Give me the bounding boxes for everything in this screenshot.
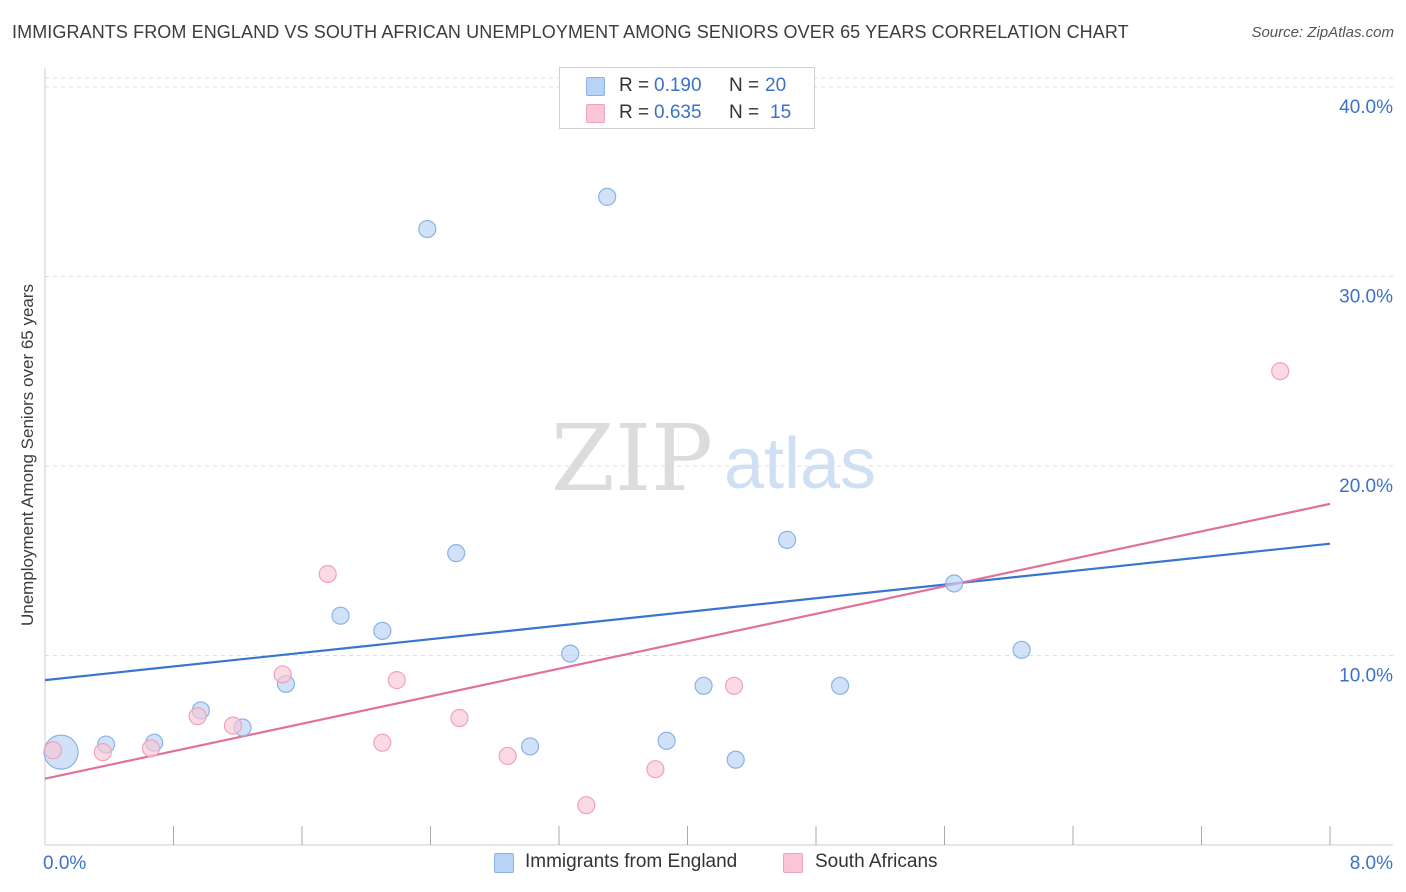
legend-n-value-2: 15 [770, 102, 792, 123]
south-africans-point [373, 733, 392, 752]
south-africans-point [577, 796, 596, 815]
legend-swatch-pink [586, 104, 605, 123]
south-africans-point [498, 746, 517, 766]
south-africans-point [450, 708, 469, 728]
x-tick-label-min: 0.0% [43, 853, 86, 874]
england-point [598, 187, 617, 206]
source-label: Source: ZipAtlas.com [1251, 24, 1394, 41]
england-point [694, 676, 713, 695]
england-point [830, 676, 850, 695]
south-africans-point [724, 676, 744, 695]
south-africans-point [1271, 362, 1290, 381]
y-tick-label: 30.0% [1339, 286, 1393, 307]
legend-r-label-1: R = [619, 75, 650, 96]
england-trend-line [44, 542, 1331, 682]
england-point [447, 544, 466, 563]
legend-n-value-1: 20 [765, 75, 787, 96]
england-point [726, 750, 745, 769]
correlation-legend: R = 0.190 N = 20 R = 0.635 N = 15 [559, 67, 815, 129]
y-tick-label: 20.0% [1339, 476, 1393, 497]
south-africans-point [646, 760, 665, 779]
legend-n-label-2: N = [729, 102, 760, 123]
south-africans-point [318, 564, 337, 584]
x-tick-label-max: 8.0% [1350, 853, 1393, 874]
south-africans-point [43, 741, 63, 760]
legend-r-value-2: 0.635 [654, 102, 702, 123]
watermark-zip: ZIP [551, 405, 713, 512]
england-point [657, 731, 676, 750]
england-point [1012, 640, 1031, 659]
bottom-legend-swatch-blue [494, 853, 514, 873]
south-africans-point [141, 739, 161, 758]
south-africans-point [387, 671, 406, 690]
england-point [373, 621, 392, 640]
legend-r-label-2: R = [619, 102, 650, 123]
y-tick-label: 40.0% [1339, 97, 1393, 118]
legend-n-label-1: N = [729, 75, 760, 96]
south-africans-trend-line [44, 502, 1331, 780]
south-africans-point [188, 707, 207, 726]
legend-r-value-1: 0.190 [654, 75, 702, 96]
bottom-legend-south-africans: South Africans [815, 851, 938, 872]
south-africans-point [223, 716, 243, 735]
south-africans-point [273, 665, 292, 684]
england-point [418, 219, 437, 239]
england-point [520, 737, 540, 756]
england-point [331, 606, 350, 625]
bottom-legend-england: Immigrants from England [525, 851, 738, 872]
legend-swatch-blue [586, 77, 605, 96]
y-tick-label: 10.0% [1339, 665, 1393, 686]
watermark-atlas: atlas [724, 424, 876, 504]
south-africans-point [93, 743, 112, 762]
england-point [777, 530, 797, 549]
england-point [945, 574, 964, 593]
chart-title: IMMIGRANTS FROM ENGLAND VS SOUTH AFRICAN… [12, 22, 1129, 42]
england-point [561, 644, 580, 663]
bottom-legend-swatch-pink [783, 853, 803, 873]
